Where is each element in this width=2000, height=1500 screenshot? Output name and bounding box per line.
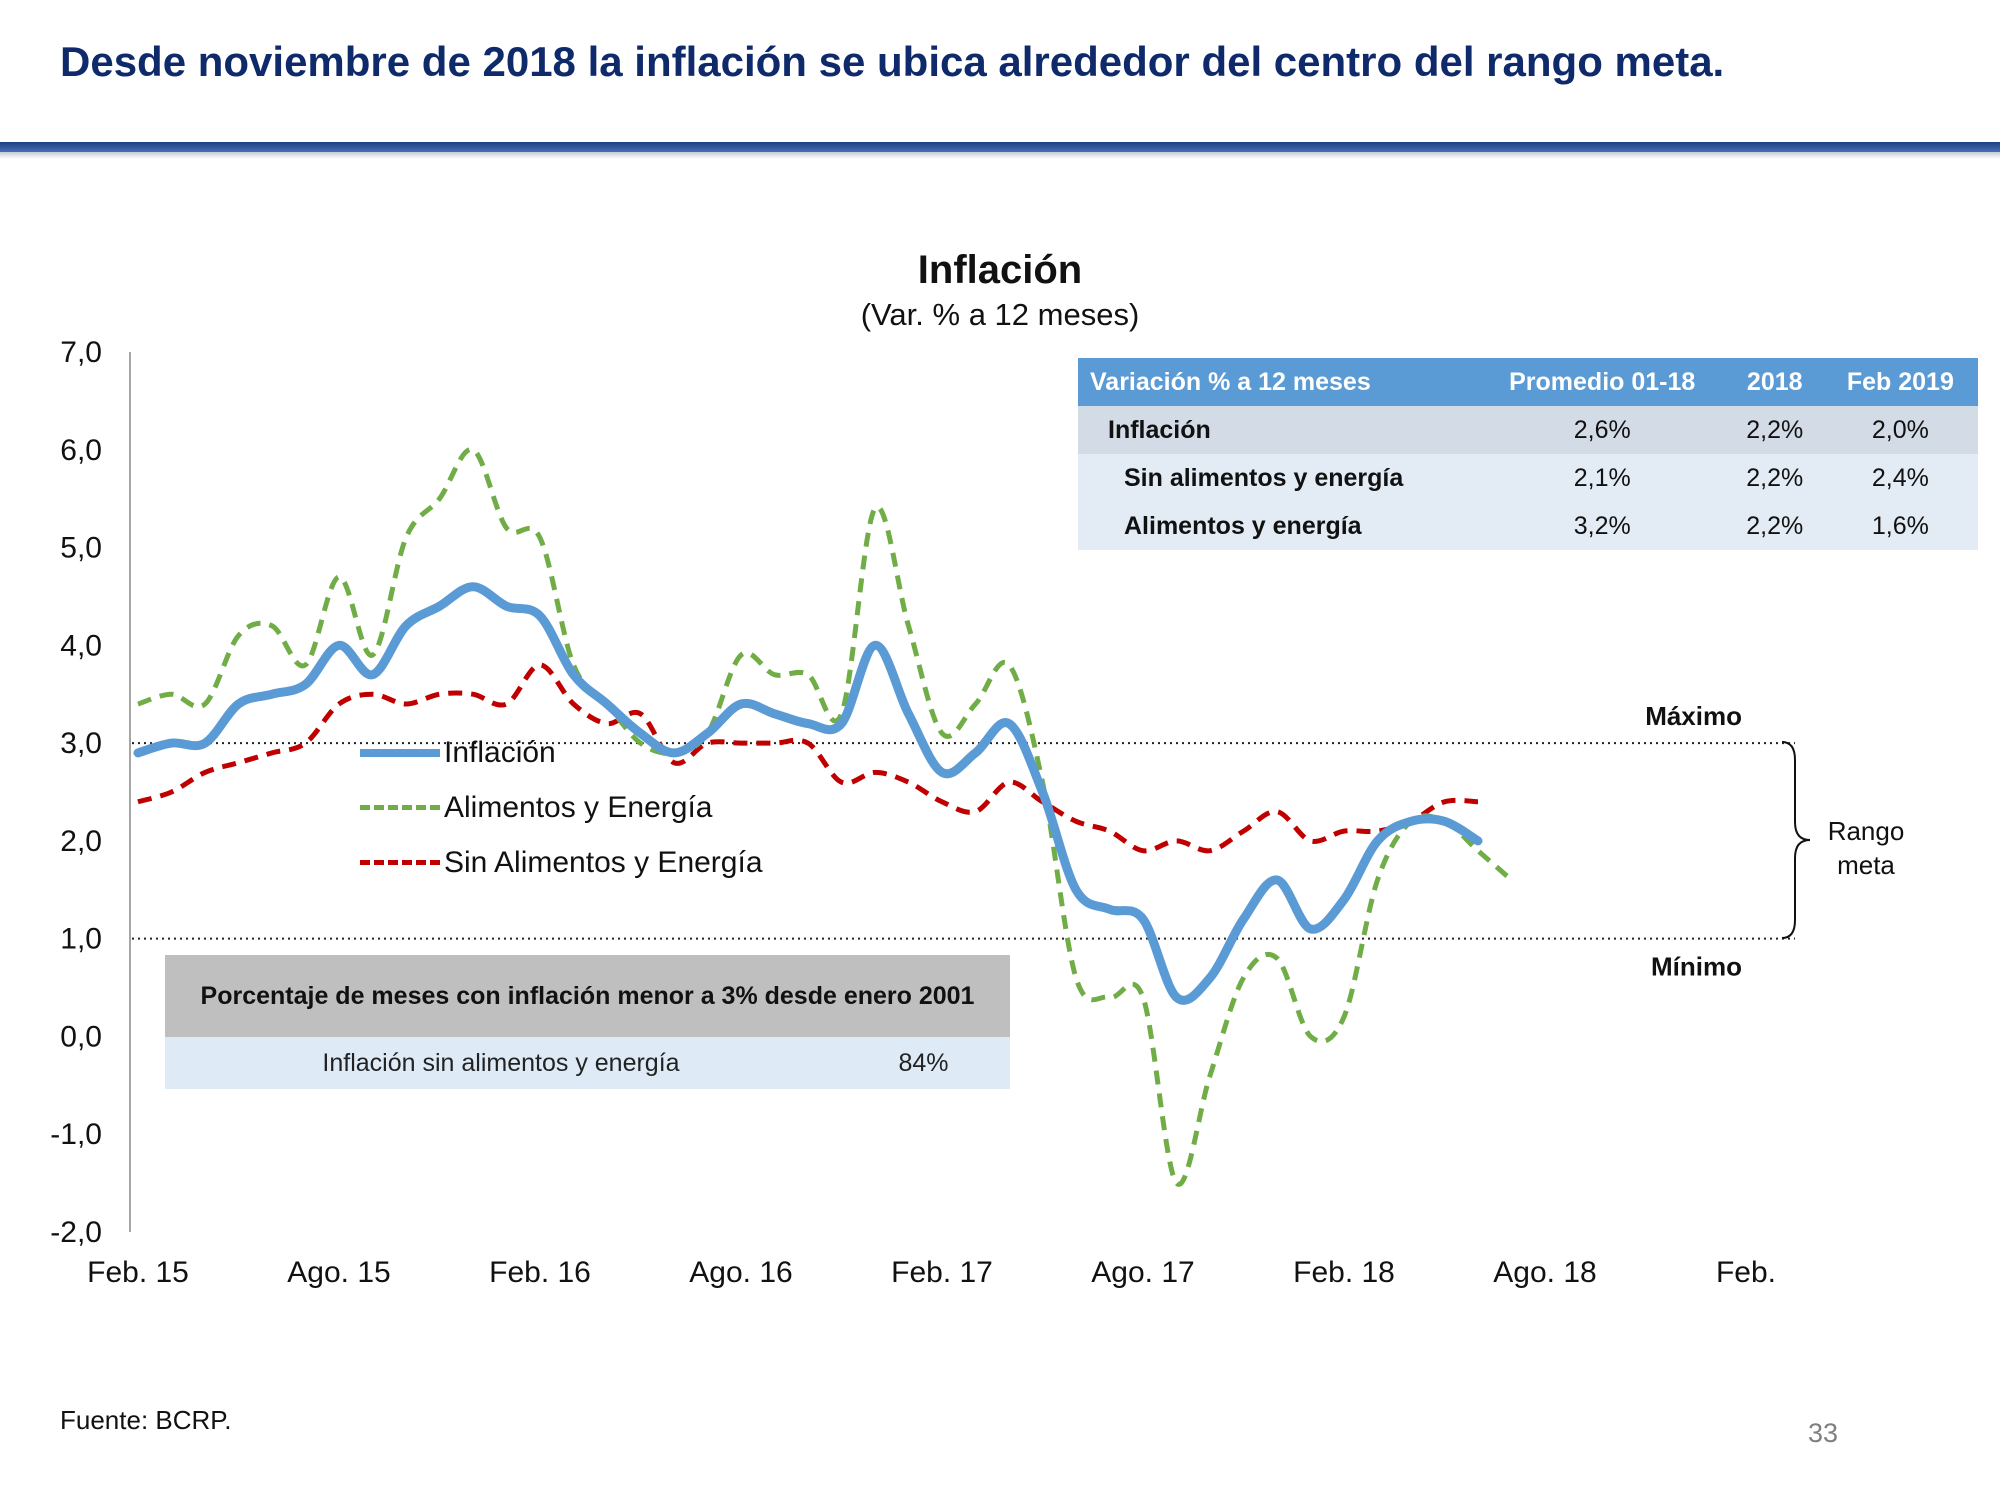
- source-note: Fuente: BCRP.: [60, 1405, 232, 1435]
- ref-label-min: Mínimo: [1651, 952, 1742, 982]
- legend-label: Inflación: [444, 735, 556, 769]
- row-value: 2,6%: [1477, 406, 1727, 454]
- x-axis-ticks: Feb. 15 Ago. 15 Feb. 16 Ago. 16 Feb. 17 Ago. …: [87, 1256, 1776, 1289]
- ref-label-max: Máximo: [1645, 701, 1742, 731]
- legend-item-sin-alimentos: Sin Alimentos y Energía: [360, 835, 763, 890]
- slide-headline: Desde noviembre de 2018 la inflación se …: [60, 38, 1725, 85]
- range-label-line1: Rango: [1828, 816, 1905, 846]
- title-divider-shadow: [0, 152, 2000, 159]
- series-lines: [133, 447, 1514, 1187]
- row-value: 2,2%: [1726, 454, 1823, 502]
- row-value: 2,2%: [1726, 502, 1823, 550]
- summary-table: Variación % a 12 meses Promedio 01-18 20…: [1078, 358, 1978, 550]
- summary-header-avg: Promedio 01-18: [1477, 358, 1727, 406]
- x-tick-label: Feb. 16: [489, 1256, 591, 1289]
- range-label-line2: meta: [1837, 850, 1895, 880]
- x-tick-label: Ago. 15: [287, 1256, 390, 1289]
- table-row: Inflación 2,6% 2,2% 2,0%: [1078, 406, 1978, 454]
- x-tick-label: Ago. 17: [1091, 1256, 1194, 1289]
- row-value: 1,6%: [1822, 502, 1978, 550]
- y-tick-label: -2,0: [50, 1216, 102, 1249]
- legend-label: Alimentos y Energía: [444, 790, 713, 824]
- row-value: 2,4%: [1822, 454, 1978, 502]
- series-line-sin-alimentos: [137, 662, 1479, 854]
- row-label: Inflación: [1078, 406, 1478, 454]
- y-tick-label: 2,0: [60, 825, 102, 858]
- legend-swatch-alimentos: [360, 805, 440, 810]
- percent-table-header: Porcentaje de meses con inflación menor …: [165, 955, 1010, 1037]
- chart-title: Inflación: [918, 248, 1082, 292]
- x-tick-label: Feb. 15: [87, 1256, 189, 1289]
- x-tick-label: Ago. 18: [1493, 1256, 1596, 1289]
- summary-header-label: Variación % a 12 meses: [1078, 358, 1478, 406]
- legend-label: Sin Alimentos y Energía: [444, 845, 763, 879]
- series-line-alimentos: [137, 447, 1514, 1187]
- y-axis-ticks: -2,0 -1,0 0,0 1,0 2,0 3,0 4,0 5,0 6,0 7,0: [50, 336, 102, 1249]
- y-tick-label: 0,0: [60, 1020, 102, 1053]
- legend-item-inflacion: Inflación: [360, 725, 763, 780]
- row-value: 2,1%: [1477, 454, 1727, 502]
- summary-header-2018: 2018: [1726, 358, 1823, 406]
- y-tick-label: 5,0: [60, 532, 102, 565]
- legend-swatch-inflacion: [360, 748, 440, 757]
- table-row: Alimentos y energía 3,2% 2,2% 1,6%: [1078, 502, 1978, 550]
- chart-subtitle: (Var. % a 12 meses): [861, 297, 1140, 332]
- x-tick-label: Feb. 17: [891, 1256, 993, 1289]
- row-label: Alimentos y energía: [1078, 502, 1478, 550]
- row-value: 2,0%: [1822, 406, 1978, 454]
- target-range-lines: Máximo Mínimo: [132, 701, 1795, 982]
- x-tick-label: Feb. 18: [1293, 1256, 1395, 1289]
- percent-row-value: 84%: [837, 1037, 1010, 1089]
- range-brace: [1781, 741, 1811, 939]
- row-label: Sin alimentos y energía: [1078, 454, 1478, 502]
- summary-header-feb2019: Feb 2019: [1822, 358, 1978, 406]
- y-tick-label: 3,0: [60, 727, 102, 760]
- x-tick-label: Ago. 16: [689, 1256, 792, 1289]
- row-value: 2,2%: [1726, 406, 1823, 454]
- legend-item-alimentos: Alimentos y Energía: [360, 780, 763, 835]
- x-tick-label: Feb.: [1716, 1256, 1776, 1289]
- summary-table-header: Variación % a 12 meses Promedio 01-18 20…: [1078, 358, 1978, 406]
- y-tick-label: 1,0: [60, 923, 102, 956]
- y-tick-label: 7,0: [60, 336, 102, 369]
- table-row: Sin alimentos y energía 2,1% 2,2% 2,4%: [1078, 454, 1978, 502]
- y-tick-label: 6,0: [60, 434, 102, 467]
- percent-row-label: Inflación sin alimentos y energía: [165, 1037, 837, 1089]
- row-value: 3,2%: [1477, 502, 1727, 550]
- chart-legend: Inflación Alimentos y Energía Sin Alimen…: [360, 725, 763, 890]
- y-tick-label: 4,0: [60, 629, 102, 662]
- percent-table: Porcentaje de meses con inflación menor …: [165, 955, 1010, 1089]
- series-line-inflacion: [133, 582, 1483, 1005]
- title-divider: [0, 142, 2000, 152]
- page-number: 33: [1808, 1418, 1839, 1448]
- legend-swatch-sin-alimentos: [360, 860, 440, 865]
- y-tick-label: -1,0: [50, 1118, 102, 1151]
